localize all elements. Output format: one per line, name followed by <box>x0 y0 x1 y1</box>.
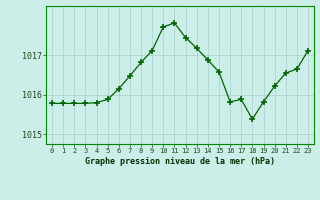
X-axis label: Graphe pression niveau de la mer (hPa): Graphe pression niveau de la mer (hPa) <box>85 157 275 166</box>
